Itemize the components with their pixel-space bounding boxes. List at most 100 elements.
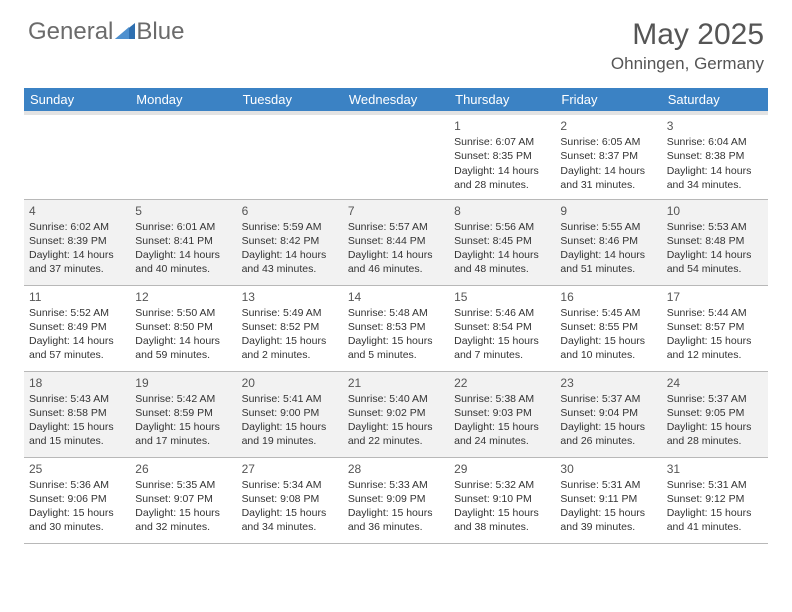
day-number: 2 [560,118,656,134]
day-number: 3 [667,118,763,134]
calendar-day: 17Sunrise: 5:44 AMSunset: 8:57 PMDayligh… [662,285,768,371]
sunrise-line: Sunrise: 5:59 AM [242,220,338,234]
sunset-line: Sunset: 8:52 PM [242,320,338,334]
calendar-table: SundayMondayTuesdayWednesdayThursdayFrid… [24,88,768,544]
day-number: 31 [667,461,763,477]
day-number: 14 [348,289,444,305]
sunrise-line: Sunrise: 6:05 AM [560,135,656,149]
sunrise-line: Sunrise: 5:33 AM [348,478,444,492]
sunrise-line: Sunrise: 5:44 AM [667,306,763,320]
sunset-line: Sunset: 8:46 PM [560,234,656,248]
daylight-line: Daylight: 14 hours and 28 minutes. [454,164,550,192]
calendar-day: 15Sunrise: 5:46 AMSunset: 8:54 PMDayligh… [449,285,555,371]
calendar-day: 25Sunrise: 5:36 AMSunset: 9:06 PMDayligh… [24,457,130,543]
calendar-day: 9Sunrise: 5:55 AMSunset: 8:46 PMDaylight… [555,199,661,285]
daylight-line: Daylight: 15 hours and 26 minutes. [560,420,656,448]
sunset-line: Sunset: 8:48 PM [667,234,763,248]
header: General Blue May 2025 Ohningen, Germany [0,0,792,82]
daylight-line: Daylight: 14 hours and 31 minutes. [560,164,656,192]
sunrise-line: Sunrise: 5:34 AM [242,478,338,492]
location: Ohningen, Germany [611,54,764,74]
daylight-line: Daylight: 15 hours and 41 minutes. [667,506,763,534]
sunset-line: Sunset: 8:45 PM [454,234,550,248]
calendar-week: 11Sunrise: 5:52 AMSunset: 8:49 PMDayligh… [24,285,768,371]
sunset-line: Sunset: 9:05 PM [667,406,763,420]
sunset-line: Sunset: 8:41 PM [135,234,231,248]
calendar-day: 22Sunrise: 5:38 AMSunset: 9:03 PMDayligh… [449,371,555,457]
calendar-day: 27Sunrise: 5:34 AMSunset: 9:08 PMDayligh… [237,457,343,543]
calendar-day: 23Sunrise: 5:37 AMSunset: 9:04 PMDayligh… [555,371,661,457]
calendar-day: 30Sunrise: 5:31 AMSunset: 9:11 PMDayligh… [555,457,661,543]
daylight-line: Daylight: 15 hours and 15 minutes. [29,420,125,448]
daylight-line: Daylight: 14 hours and 34 minutes. [667,164,763,192]
day-number: 18 [29,375,125,391]
daylight-line: Daylight: 14 hours and 51 minutes. [560,248,656,276]
calendar-day: 12Sunrise: 5:50 AMSunset: 8:50 PMDayligh… [130,285,236,371]
calendar-day: 10Sunrise: 5:53 AMSunset: 8:48 PMDayligh… [662,199,768,285]
calendar-day: 18Sunrise: 5:43 AMSunset: 8:58 PMDayligh… [24,371,130,457]
calendar-week: 25Sunrise: 5:36 AMSunset: 9:06 PMDayligh… [24,457,768,543]
sunrise-line: Sunrise: 5:53 AM [667,220,763,234]
calendar-day: 28Sunrise: 5:33 AMSunset: 9:09 PMDayligh… [343,457,449,543]
sunset-line: Sunset: 9:09 PM [348,492,444,506]
day-number: 16 [560,289,656,305]
day-number: 29 [454,461,550,477]
calendar-day: 1Sunrise: 6:07 AMSunset: 8:35 PMDaylight… [449,113,555,199]
sunset-line: Sunset: 8:42 PM [242,234,338,248]
sunrise-line: Sunrise: 5:42 AM [135,392,231,406]
day-number: 5 [135,203,231,219]
calendar-body: 1Sunrise: 6:07 AMSunset: 8:35 PMDaylight… [24,113,768,543]
day-number: 1 [454,118,550,134]
sunset-line: Sunset: 8:38 PM [667,149,763,163]
sunset-line: Sunset: 8:57 PM [667,320,763,334]
daylight-line: Daylight: 15 hours and 17 minutes. [135,420,231,448]
day-header: Wednesday [343,88,449,113]
day-header: Saturday [662,88,768,113]
daylight-line: Daylight: 15 hours and 22 minutes. [348,420,444,448]
sunrise-line: Sunrise: 5:46 AM [454,306,550,320]
sunrise-line: Sunrise: 5:38 AM [454,392,550,406]
calendar-day-empty [130,113,236,199]
day-number: 25 [29,461,125,477]
sunset-line: Sunset: 8:54 PM [454,320,550,334]
sunrise-line: Sunrise: 5:50 AM [135,306,231,320]
logo: General Blue [28,18,184,46]
daylight-line: Daylight: 14 hours and 59 minutes. [135,334,231,362]
sunrise-line: Sunrise: 5:45 AM [560,306,656,320]
sunrise-line: Sunrise: 5:55 AM [560,220,656,234]
sunset-line: Sunset: 8:53 PM [348,320,444,334]
day-number: 9 [560,203,656,219]
sunset-line: Sunset: 9:10 PM [454,492,550,506]
daylight-line: Daylight: 15 hours and 7 minutes. [454,334,550,362]
day-number: 26 [135,461,231,477]
sunset-line: Sunset: 9:08 PM [242,492,338,506]
sunset-line: Sunset: 9:04 PM [560,406,656,420]
sunrise-line: Sunrise: 5:56 AM [454,220,550,234]
sunset-line: Sunset: 9:12 PM [667,492,763,506]
day-number: 12 [135,289,231,305]
calendar-day: 21Sunrise: 5:40 AMSunset: 9:02 PMDayligh… [343,371,449,457]
calendar-day: 29Sunrise: 5:32 AMSunset: 9:10 PMDayligh… [449,457,555,543]
logo-text-1: General [28,18,113,46]
sunrise-line: Sunrise: 5:37 AM [667,392,763,406]
daylight-line: Daylight: 14 hours and 57 minutes. [29,334,125,362]
day-number: 28 [348,461,444,477]
logo-triangle-icon [115,18,135,46]
sunset-line: Sunset: 8:50 PM [135,320,231,334]
daylight-line: Daylight: 15 hours and 12 minutes. [667,334,763,362]
daylight-line: Daylight: 15 hours and 34 minutes. [242,506,338,534]
day-header: Friday [555,88,661,113]
calendar-day: 26Sunrise: 5:35 AMSunset: 9:07 PMDayligh… [130,457,236,543]
sunset-line: Sunset: 8:37 PM [560,149,656,163]
daylight-line: Daylight: 15 hours and 36 minutes. [348,506,444,534]
day-number: 20 [242,375,338,391]
calendar-day: 4Sunrise: 6:02 AMSunset: 8:39 PMDaylight… [24,199,130,285]
calendar-day: 5Sunrise: 6:01 AMSunset: 8:41 PMDaylight… [130,199,236,285]
sunrise-line: Sunrise: 5:52 AM [29,306,125,320]
day-number: 19 [135,375,231,391]
sunset-line: Sunset: 8:49 PM [29,320,125,334]
sunrise-line: Sunrise: 6:02 AM [29,220,125,234]
day-number: 21 [348,375,444,391]
sunset-line: Sunset: 8:55 PM [560,320,656,334]
sunrise-line: Sunrise: 5:31 AM [560,478,656,492]
